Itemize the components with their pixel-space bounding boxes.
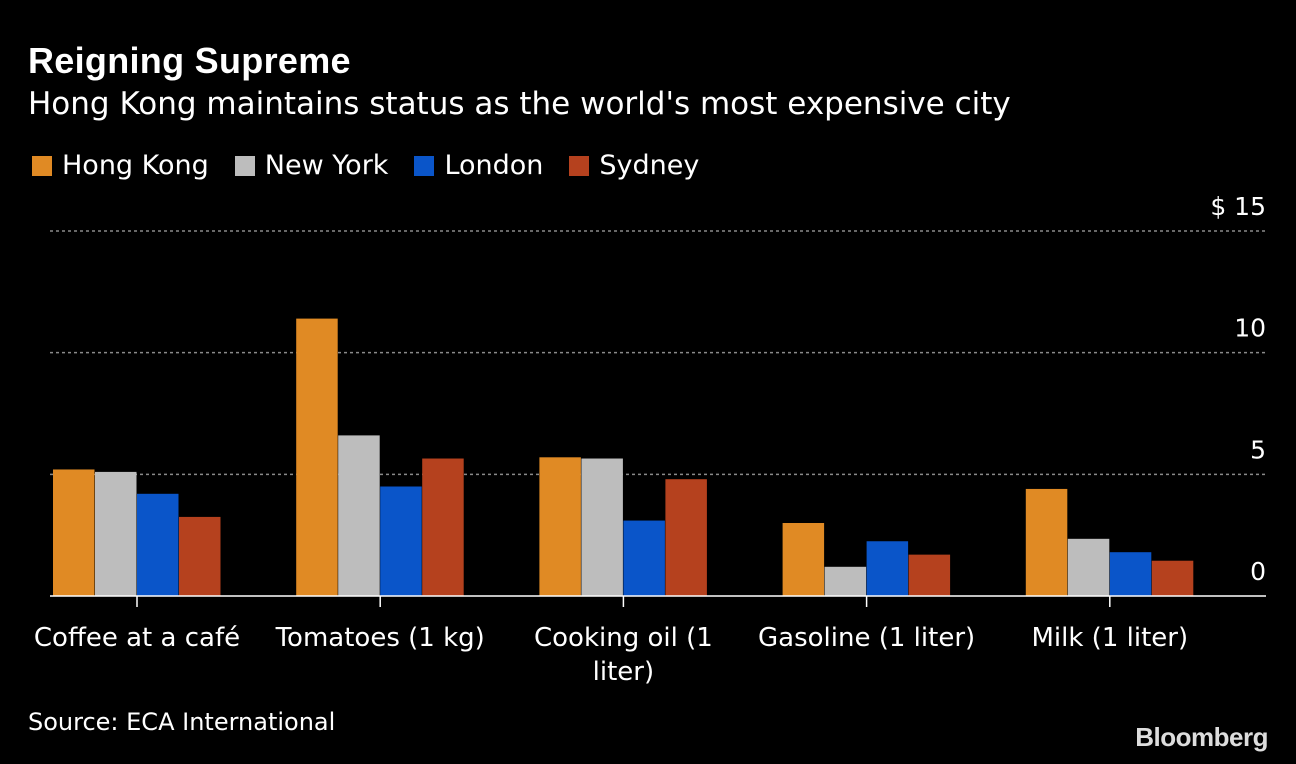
chart-subtitle: Hong Kong maintains status as the world'… <box>28 86 1011 122</box>
legend-item-sydney: Sydney <box>569 150 699 181</box>
legend-label-hong-kong: Hong Kong <box>62 150 209 181</box>
x-tick-label-4: Milk (1 liter) <box>1031 623 1188 653</box>
legend-swatch-london <box>414 155 435 176</box>
y-tick-label-15: $ 15 <box>1210 192 1266 221</box>
legend-item-new-york: New York <box>234 150 389 181</box>
legend-label-london: London <box>444 150 544 181</box>
bar-london-1 <box>380 486 422 596</box>
legend-label-new-york: New York <box>264 150 389 181</box>
bar-sydney-3 <box>908 554 951 596</box>
bar-hong-kong-2 <box>539 457 581 596</box>
bar-new-york-0 <box>95 471 137 596</box>
bar-hong-kong-3 <box>782 523 825 596</box>
source-note: Source: ECA International <box>28 708 336 736</box>
legend-swatch-sydney <box>569 155 590 176</box>
bar-london-0 <box>137 493 179 596</box>
bar-london-4 <box>1109 552 1152 596</box>
bar-new-york-2 <box>581 458 623 596</box>
bar-new-york-4 <box>1067 538 1110 596</box>
x-tick-label-2: Cooking oil (1 liter) <box>534 623 713 687</box>
bar-hong-kong-1 <box>296 318 338 596</box>
bar-new-york-1 <box>338 435 380 596</box>
bar-sydney-1 <box>422 458 464 596</box>
legend: Hong Kong New York London Sydney <box>32 150 725 181</box>
bar-sydney-4 <box>1151 560 1194 596</box>
bar-new-york-3 <box>824 566 867 596</box>
legend-swatch-new-york <box>234 155 255 176</box>
bar-sydney-0 <box>179 516 221 596</box>
legend-item-hong-kong: Hong Kong <box>32 150 209 181</box>
x-tick-label-3: Gasoline (1 liter) <box>758 623 975 653</box>
legend-label-sydney: Sydney <box>599 150 700 181</box>
bar-sydney-2 <box>665 479 707 596</box>
legend-item-london: London <box>414 150 543 181</box>
bar-london-2 <box>623 520 665 596</box>
y-tick-label-5: 5 <box>1250 435 1266 464</box>
bar-london-3 <box>866 541 909 596</box>
x-tick-label-1: Tomatoes (1 kg) <box>275 623 485 653</box>
y-tick-label-0: 0 <box>1250 557 1266 586</box>
chart-title: Reigning Supreme <box>28 40 351 81</box>
y-tick-label-10: 10 <box>1234 314 1266 343</box>
bloomberg-logo: Bloomberg <box>1135 722 1268 752</box>
bar-hong-kong-0 <box>53 469 95 596</box>
legend-swatch-hong-kong <box>32 155 52 176</box>
x-tick-label-0: Coffee at a café <box>34 623 240 653</box>
bar-hong-kong-4 <box>1025 488 1068 596</box>
